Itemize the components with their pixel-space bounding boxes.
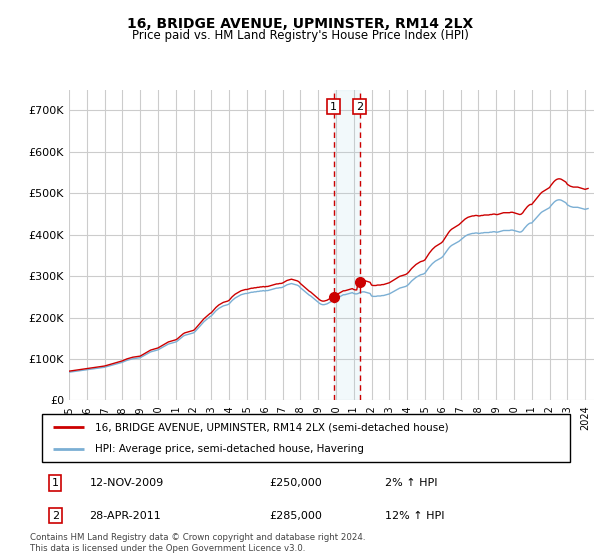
Text: £285,000: £285,000 xyxy=(269,511,322,521)
Text: 16, BRIDGE AVENUE, UPMINSTER, RM14 2LX (semi-detached house): 16, BRIDGE AVENUE, UPMINSTER, RM14 2LX (… xyxy=(95,422,448,432)
Text: HPI: Average price, semi-detached house, Havering: HPI: Average price, semi-detached house,… xyxy=(95,444,364,454)
Text: Price paid vs. HM Land Registry's House Price Index (HPI): Price paid vs. HM Land Registry's House … xyxy=(131,29,469,42)
Text: 2: 2 xyxy=(52,511,59,521)
FancyBboxPatch shape xyxy=(42,414,570,462)
Text: 2: 2 xyxy=(356,102,363,111)
Text: Contains HM Land Registry data © Crown copyright and database right 2024.
This d: Contains HM Land Registry data © Crown c… xyxy=(30,533,365,553)
Text: £250,000: £250,000 xyxy=(269,478,322,488)
Text: 12% ↑ HPI: 12% ↑ HPI xyxy=(385,511,445,521)
Text: 28-APR-2011: 28-APR-2011 xyxy=(89,511,161,521)
Text: 1: 1 xyxy=(52,478,59,488)
Text: 16, BRIDGE AVENUE, UPMINSTER, RM14 2LX: 16, BRIDGE AVENUE, UPMINSTER, RM14 2LX xyxy=(127,17,473,31)
Text: 1: 1 xyxy=(330,102,337,111)
Text: 2% ↑ HPI: 2% ↑ HPI xyxy=(385,478,438,488)
Bar xyxy=(334,90,359,400)
Text: 12-NOV-2009: 12-NOV-2009 xyxy=(89,478,164,488)
